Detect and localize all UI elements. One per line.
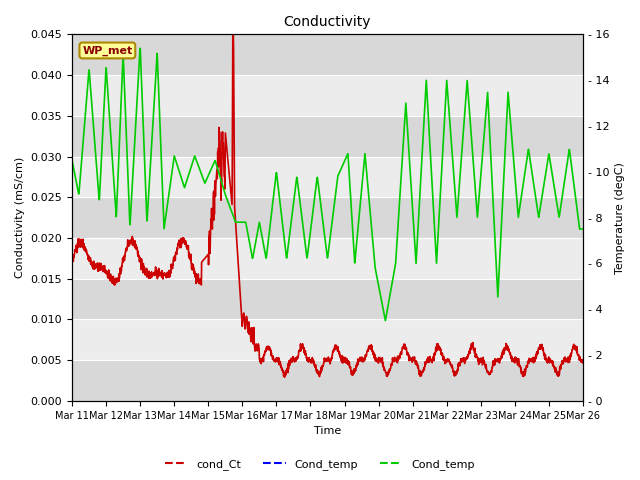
Bar [72, 360, 583, 401]
Bar [72, 35, 583, 75]
Bar [72, 75, 583, 116]
Bar [72, 279, 583, 320]
Bar [72, 197, 583, 238]
Bar [72, 320, 583, 360]
X-axis label: Time: Time [314, 426, 341, 436]
Y-axis label: Temperature (degC): Temperature (degC) [615, 162, 625, 274]
Bar [72, 238, 583, 279]
Y-axis label: Conductivity (mS/cm): Conductivity (mS/cm) [15, 157, 25, 278]
Title: Conductivity: Conductivity [284, 15, 371, 29]
Bar [72, 156, 583, 197]
Bar [72, 116, 583, 156]
Text: WP_met: WP_met [83, 45, 132, 56]
Legend: cond_Ct, Cond_temp, Cond_temp: cond_Ct, Cond_temp, Cond_temp [161, 455, 479, 474]
